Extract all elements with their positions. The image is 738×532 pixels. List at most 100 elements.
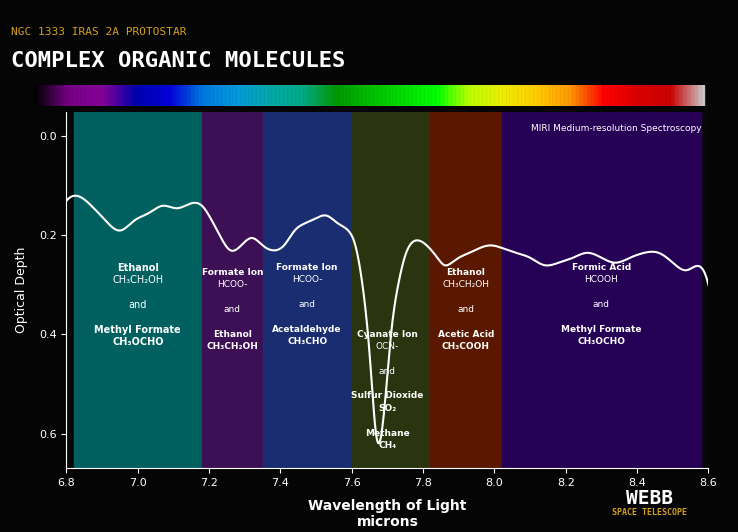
Bar <box>425 85 426 106</box>
Bar <box>230 85 231 106</box>
Bar <box>324 85 325 106</box>
Bar <box>241 85 242 106</box>
Bar <box>286 85 288 106</box>
Bar <box>452 85 453 106</box>
Bar <box>568 85 569 106</box>
Bar <box>89 85 90 106</box>
Bar <box>573 85 574 106</box>
Bar <box>586 85 587 106</box>
Bar <box>468 85 469 106</box>
Bar <box>347 85 348 106</box>
Bar <box>314 85 316 106</box>
Bar <box>661 85 663 106</box>
Bar <box>213 85 214 106</box>
Bar <box>539 85 540 106</box>
Bar <box>33 85 35 106</box>
Bar <box>294 85 296 106</box>
Bar <box>602 85 604 106</box>
Bar <box>496 85 497 106</box>
Bar <box>111 85 113 106</box>
Bar <box>473 85 475 106</box>
Bar <box>101 85 102 106</box>
Bar <box>184 85 185 106</box>
Text: MIRI Medium-resolution Spectroscopy: MIRI Medium-resolution Spectroscopy <box>531 124 701 133</box>
Bar <box>169 85 170 106</box>
Bar <box>667 85 668 106</box>
Bar <box>700 85 702 106</box>
Bar <box>231 85 232 106</box>
Bar <box>120 85 121 106</box>
Bar <box>354 85 355 106</box>
Bar <box>469 85 471 106</box>
Bar <box>677 85 679 106</box>
Bar <box>242 85 244 106</box>
Bar <box>345 85 347 106</box>
Bar <box>71 85 72 106</box>
Bar <box>703 85 705 106</box>
Bar <box>51 85 52 106</box>
Bar <box>182 85 183 106</box>
Bar <box>201 85 203 106</box>
Bar <box>644 85 645 106</box>
Bar <box>484 85 486 106</box>
Bar <box>394 85 396 106</box>
Bar <box>633 85 635 106</box>
Bar <box>67 85 69 106</box>
Bar <box>339 85 340 106</box>
Bar <box>249 85 250 106</box>
Bar <box>697 85 699 106</box>
Text: Methane: Methane <box>365 429 410 437</box>
Bar <box>247 85 249 106</box>
Bar <box>466 85 468 106</box>
Bar <box>653 85 655 106</box>
Bar <box>566 85 568 106</box>
Bar <box>39 85 41 106</box>
Bar <box>123 85 124 106</box>
Bar <box>62 85 63 106</box>
Bar <box>159 85 160 106</box>
Bar <box>358 85 359 106</box>
Bar <box>103 85 105 106</box>
Bar <box>453 85 455 106</box>
Bar <box>304 85 305 106</box>
Bar <box>198 85 199 106</box>
Bar <box>80 85 82 106</box>
Bar <box>694 85 695 106</box>
Bar <box>69 85 70 106</box>
Text: Formate Ion: Formate Ion <box>277 263 338 272</box>
Bar <box>522 85 523 106</box>
Bar <box>398 85 399 106</box>
Bar <box>79 85 80 106</box>
Bar <box>296 85 297 106</box>
Bar <box>312 85 313 106</box>
Bar <box>527 85 528 106</box>
Bar <box>363 85 365 106</box>
Bar <box>199 85 200 106</box>
Bar <box>458 85 460 106</box>
Bar <box>162 85 164 106</box>
Bar <box>74 112 202 468</box>
Bar <box>266 85 267 106</box>
Bar <box>211 85 213 106</box>
Bar <box>601 85 602 106</box>
Bar <box>193 85 195 106</box>
Bar <box>516 85 517 106</box>
Bar <box>121 85 123 106</box>
Bar <box>365 85 367 106</box>
Bar <box>55 85 56 106</box>
Bar <box>216 85 218 106</box>
Bar <box>105 85 106 106</box>
Bar <box>587 85 589 106</box>
Bar <box>187 85 188 106</box>
Bar <box>226 85 227 106</box>
Bar <box>551 85 553 106</box>
Bar <box>562 85 563 106</box>
Text: HCOO-: HCOO- <box>217 280 247 289</box>
Bar <box>632 85 633 106</box>
Bar <box>116 85 117 106</box>
Bar <box>584 85 586 106</box>
Bar <box>415 85 417 106</box>
Bar <box>309 85 311 106</box>
Bar <box>263 112 352 468</box>
Bar <box>46 85 47 106</box>
